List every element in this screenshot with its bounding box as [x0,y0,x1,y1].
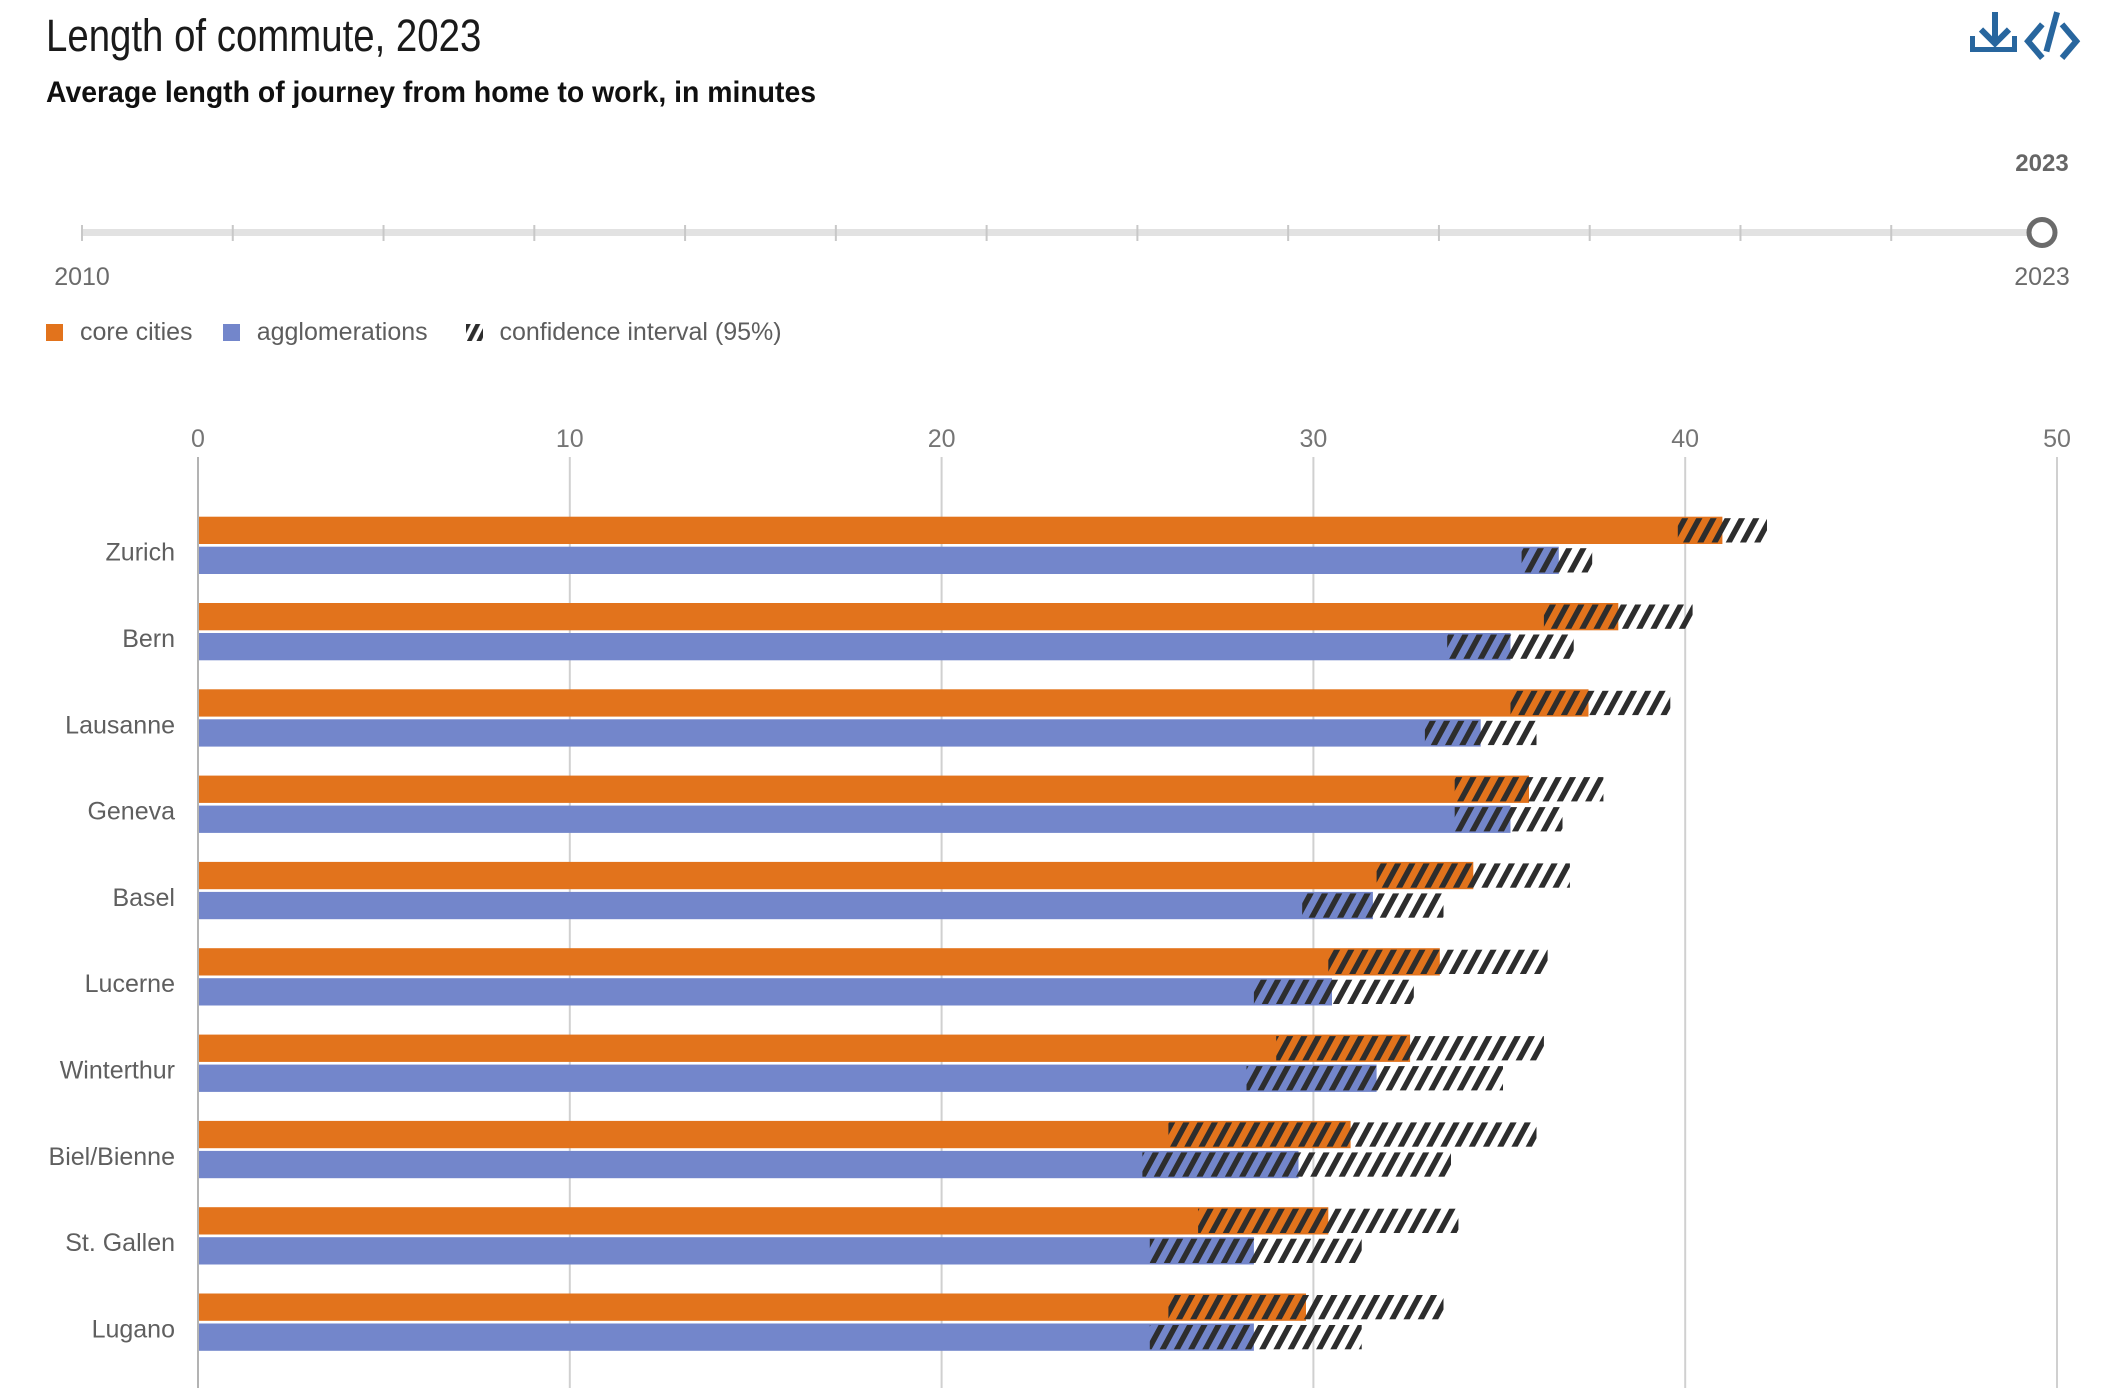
svg-text:Lugano: Lugano [92,1316,175,1344]
svg-text:40: 40 [1671,425,1699,453]
svg-text:30: 30 [1299,425,1327,453]
svg-text:Lausanne: Lausanne [65,711,175,739]
svg-text:Lucerne: Lucerne [85,970,175,998]
svg-text:20: 20 [928,425,956,453]
svg-text:0: 0 [191,425,205,453]
svg-text:Bern: Bern [122,625,175,653]
svg-text:St. Gallen: St. Gallen [65,1229,175,1257]
svg-text:Geneva: Geneva [87,798,175,826]
svg-text:Zurich: Zurich [106,539,175,567]
svg-text:50: 50 [2043,425,2071,453]
svg-text:Winterthur: Winterthur [60,1057,175,1085]
svg-text:Basel: Basel [112,884,175,912]
svg-text:10: 10 [556,425,584,453]
svg-text:Biel/Bienne: Biel/Bienne [49,1143,175,1171]
